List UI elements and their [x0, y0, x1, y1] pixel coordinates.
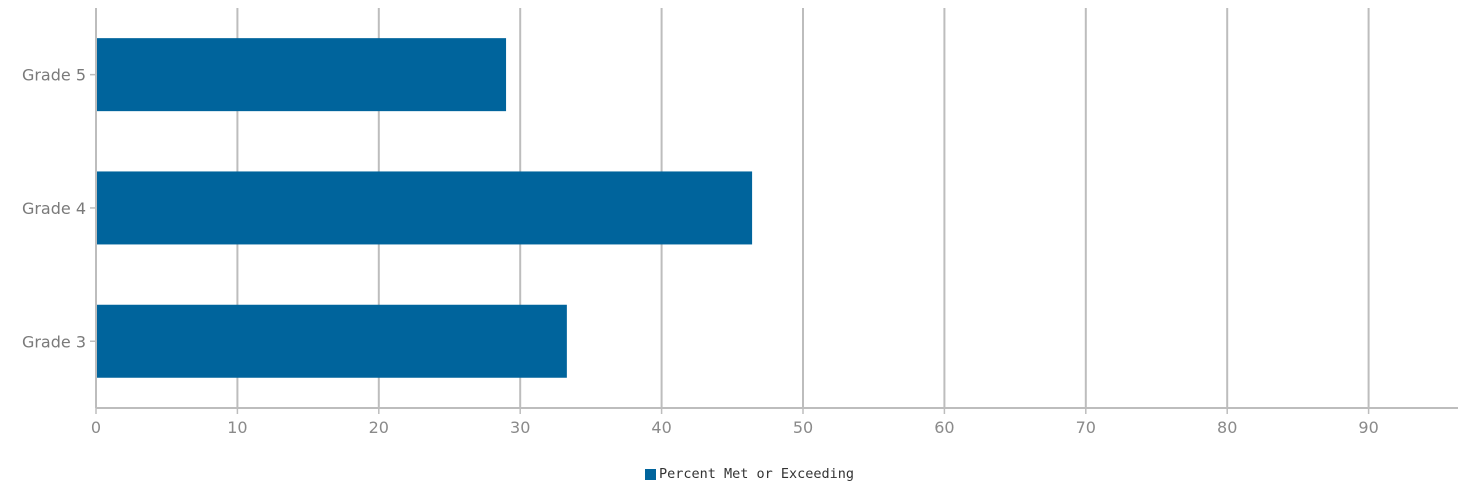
bar-grade-4 [96, 171, 753, 245]
x-tick-label-20: 20 [369, 418, 389, 437]
y-axis-categories: Grade 5 Grade 4 Grade 3 [22, 66, 96, 351]
bar-grade-5 [96, 38, 507, 112]
legend: Percent Met or Exceeding [645, 465, 854, 483]
legend-swatch [645, 468, 656, 480]
y-category-label-grade-5: Grade 5 [22, 66, 86, 85]
x-tick-label-10: 10 [227, 418, 247, 437]
y-category-label-grade-4: Grade 4 [22, 199, 86, 218]
x-tick-label-40: 40 [651, 418, 671, 437]
x-tick-label-90: 90 [1358, 418, 1378, 437]
x-axis-ticks: 0 10 20 30 40 50 60 70 80 90 [91, 408, 1379, 437]
y-category-label-grade-3: Grade 3 [22, 332, 86, 351]
bar-grade-3 [96, 304, 567, 378]
x-tick-label-30: 30 [510, 418, 530, 437]
legend-label: Percent Met or Exceeding [659, 466, 855, 482]
bars [96, 38, 753, 378]
x-tick-label-70: 70 [1076, 418, 1096, 437]
x-tick-label-80: 80 [1217, 418, 1237, 437]
x-tick-label-50: 50 [793, 418, 813, 437]
x-tick-label-0: 0 [91, 418, 101, 437]
x-tick-label-60: 60 [934, 418, 954, 437]
